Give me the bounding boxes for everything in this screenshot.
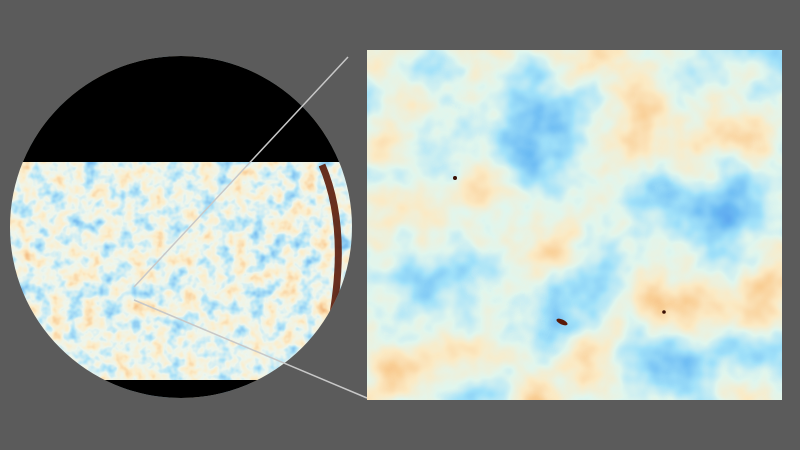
point-source bbox=[662, 310, 666, 314]
zoomed-patch bbox=[367, 50, 782, 400]
point-source bbox=[556, 318, 568, 326]
connector-line-top bbox=[133, 56, 349, 288]
masked-region-bottom bbox=[10, 380, 352, 398]
point-source bbox=[453, 176, 457, 180]
connector-line-bottom bbox=[133, 299, 368, 399]
masked-region-top bbox=[10, 56, 352, 162]
sky-globe bbox=[10, 56, 352, 398]
